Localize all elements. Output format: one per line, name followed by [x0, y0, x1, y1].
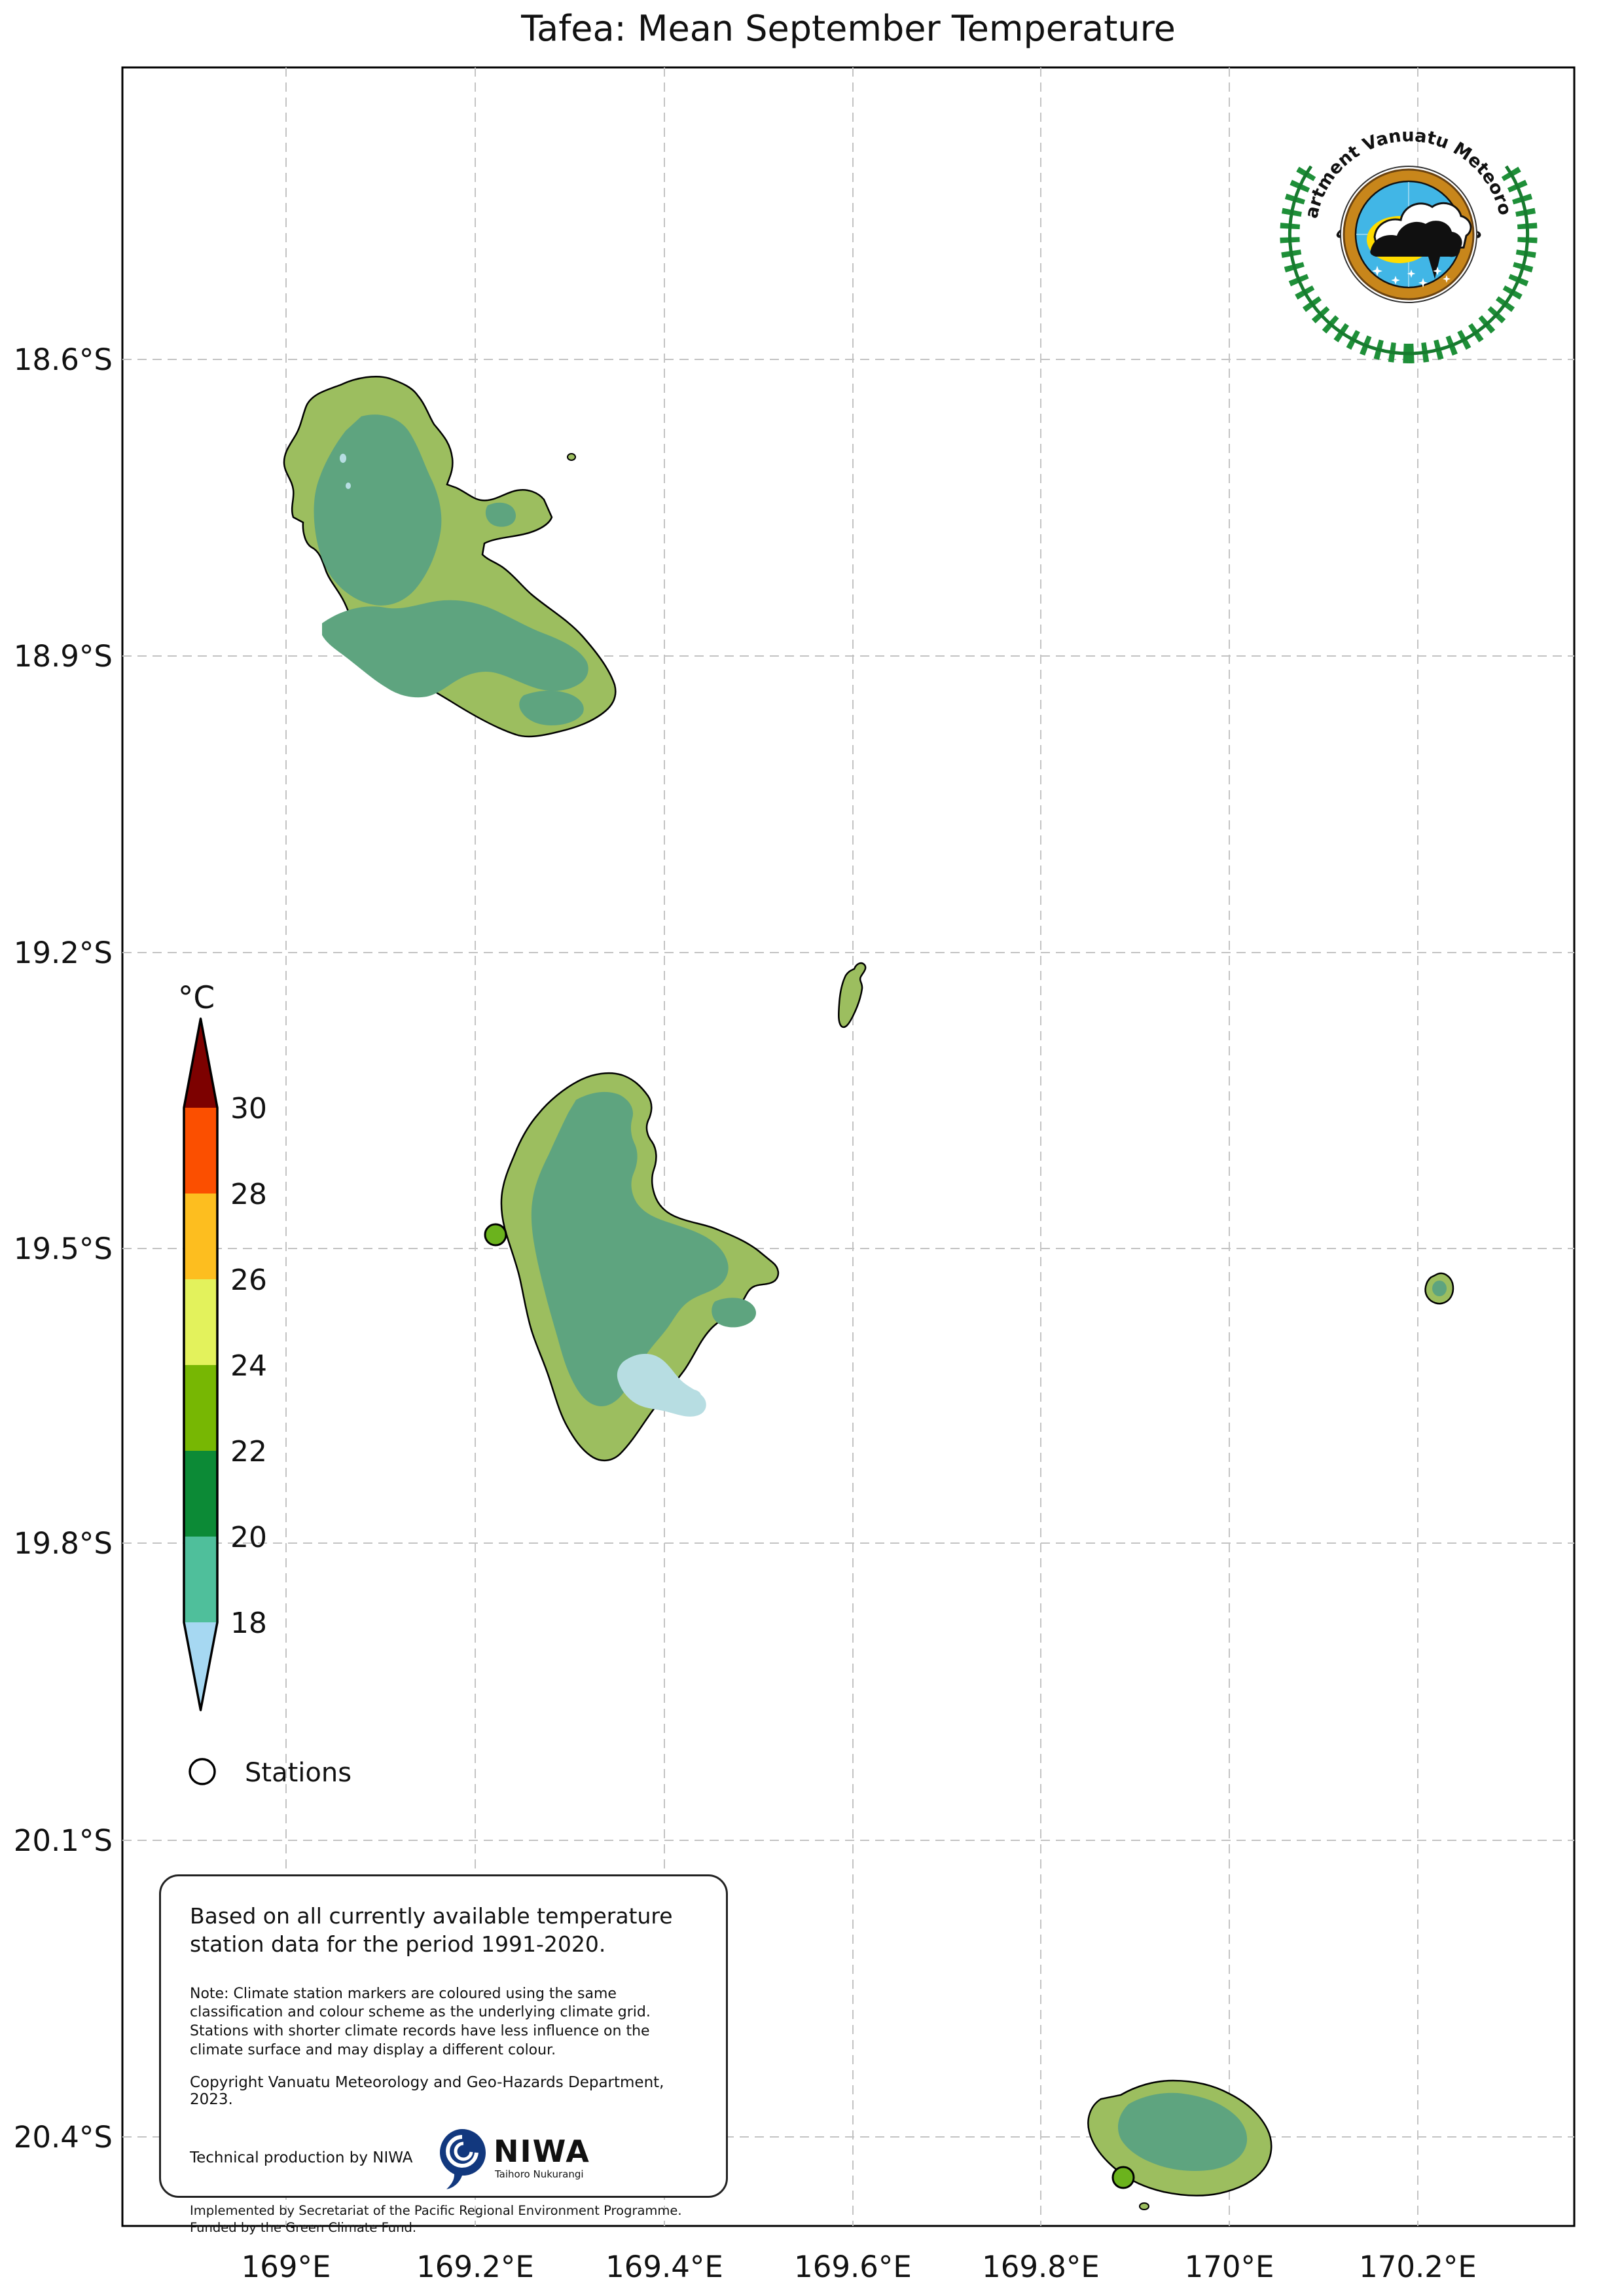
infobox-heading: Based on all currently available tempera… — [190, 1903, 673, 1957]
colorbar-tick: 20 — [230, 1521, 267, 1554]
tanna-highlands — [531, 1091, 729, 1406]
niwa-name: NIWA — [494, 2134, 590, 2169]
island-aniwa — [837, 962, 867, 1029]
lat-axis: 18.6°S 18.9°S 19.2°S 19.5°S 19.8°S 20.1°… — [14, 342, 113, 2155]
tanna-highlands-east — [712, 1298, 756, 1328]
station-marker-tanna — [484, 1223, 507, 1247]
infobox-copyright: Copyright Vanuatu Meteorology and Geo-Ha… — [190, 2074, 664, 2109]
stations-legend-label: Stations — [245, 1758, 352, 1788]
erromango-highlands-se — [519, 690, 584, 725]
cloud-tail-icon — [1428, 257, 1440, 279]
colorbar-seg-22-24 — [184, 1365, 217, 1451]
erromango-highlands-east — [485, 502, 516, 527]
logo-medallion-icon — [1340, 166, 1477, 303]
stations-legend-marker-icon — [189, 1758, 216, 1785]
infobox-production: Technical production by NIWA — [190, 2149, 413, 2167]
erromango-lake — [340, 454, 346, 463]
colorbar-tick: 22 — [230, 1435, 267, 1468]
stars-icon — [1372, 266, 1451, 288]
colorbar-seg-20-22 — [184, 1451, 217, 1537]
lon-tick-label: 169.8°E — [982, 2250, 1100, 2284]
lat-tick-label: 20.4°S — [14, 2120, 113, 2155]
infobox-funded: Funded by the Green Climate Fund. — [190, 2219, 417, 2235]
niwa-swirl-icon — [440, 2129, 486, 2190]
stations-legend: Stations — [189, 1758, 352, 1788]
vmgd-logo: Department Vanuatu Meteorology and Geo-H… — [1280, 126, 1538, 363]
colorbar-seg-above-30 — [184, 1019, 217, 1108]
lon-tick-label: 169.2°E — [416, 2250, 534, 2284]
lat-tick-label: 20.1°S — [14, 1823, 113, 1858]
cloud-icon — [1370, 221, 1462, 257]
island-aneityum — [1087, 2079, 1272, 2210]
lon-tick-label: 170°E — [1185, 2250, 1274, 2284]
islet-goat-island — [567, 453, 576, 461]
colorbar-seg-26-28 — [184, 1194, 217, 1279]
lon-tick-label: 169.4°E — [605, 2250, 723, 2284]
infobox-production-row: Technical production by NIWA NIWA Taihor… — [190, 2125, 697, 2191]
lon-tick-label: 169.6°E — [794, 2250, 912, 2284]
laurel-wreath-icon — [1280, 160, 1538, 363]
infobox-note: Note: Climate station markers are colour… — [190, 1985, 651, 2058]
colorbar-tick: 28 — [230, 1178, 267, 1211]
futuna-highlands — [1432, 1281, 1447, 1296]
colorbar-tick: 18 — [230, 1607, 267, 1640]
lon-tick-label: 169°E — [242, 2250, 331, 2284]
niwa-subtitle: Taihoro Nukurangi — [494, 2168, 584, 2180]
station-marker-aneityum — [1111, 2166, 1135, 2189]
colorbar-tick: 26 — [230, 1264, 267, 1297]
niwa-logo: NIWA Taihoro Nukurangi — [440, 2129, 590, 2190]
tanna-peak-small — [680, 1389, 701, 1402]
page-title: Tafea: Mean September Temperature — [520, 8, 1176, 49]
colorbar-tick: 24 — [230, 1349, 267, 1383]
lat-tick-label: 19.8°S — [14, 1526, 113, 1561]
station-markers — [484, 1223, 1135, 2189]
lat-tick-label: 18.6°S — [14, 342, 113, 377]
aneityum-highlands — [1118, 2092, 1248, 2171]
islet-inyeug — [1139, 2202, 1149, 2210]
info-box: Based on all currently available tempera… — [159, 1874, 728, 2235]
island-futuna — [1424, 1272, 1454, 1305]
erromango-lake — [346, 483, 351, 489]
colorbar-ticks: 30 28 26 24 22 20 18 — [230, 1092, 267, 1640]
lat-tick-label: 19.5°S — [14, 1231, 113, 1266]
lat-tick-label: 19.2°S — [14, 936, 113, 970]
lat-tick-label: 18.9°S — [14, 639, 113, 674]
colorbar-seg-28-30 — [184, 1108, 217, 1194]
colorbar-outline — [183, 1017, 219, 1711]
island-erromango — [283, 376, 617, 738]
tanna-peaks — [617, 1353, 706, 1417]
colorbar-unit-label: °C — [178, 980, 215, 1016]
infobox-implemented: Implemented by Secretariat of the Pacifi… — [190, 2203, 682, 2219]
colorbar-tick: 30 — [230, 1092, 267, 1125]
colorbar-seg-18-20 — [184, 1537, 217, 1622]
gridlines — [122, 67, 1574, 2226]
lon-axis: 169°E 169.2°E 169.4°E 169.6°E 169.8°E 17… — [242, 2250, 1477, 2284]
erromango-highlands-south — [322, 600, 588, 698]
lon-tick-label: 170.2°E — [1359, 2250, 1477, 2284]
colorbar: °C 30 28 26 24 22 20 18 — [178, 980, 267, 1711]
colorbar-seg-below-18 — [184, 1622, 217, 1710]
erromango-highlands-north — [314, 414, 442, 606]
island-tanna — [500, 1072, 780, 1462]
colorbar-seg-24-26 — [184, 1279, 217, 1365]
